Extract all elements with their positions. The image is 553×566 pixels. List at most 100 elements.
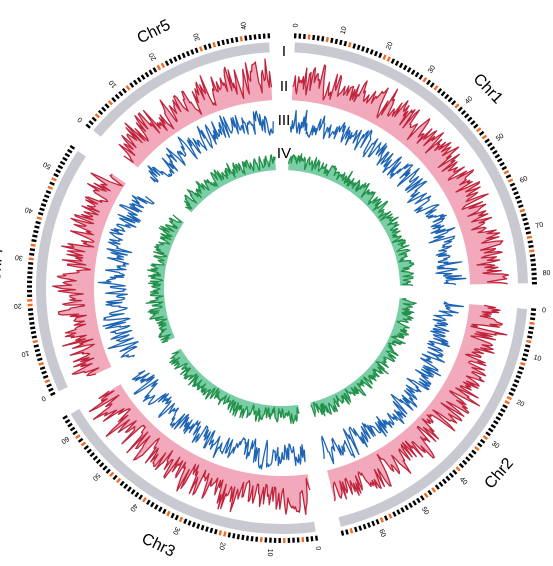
chr-label-chr5: Chr5 [135, 17, 174, 48]
tick-mark [528, 244, 534, 249]
tick-mark [29, 248, 36, 252]
tick-mark [522, 353, 529, 357]
tick-mark [511, 186, 518, 192]
tick-mark [434, 484, 440, 490]
tick-mark [38, 361, 44, 366]
tick-mark [140, 74, 146, 80]
tick-mark [239, 36, 243, 42]
tick-mark [530, 312, 536, 316]
tick-mark [353, 526, 358, 533]
chr-label-chr2: Chr2 [481, 455, 517, 492]
tick-mark [392, 511, 397, 517]
tick-mark [64, 152, 71, 158]
tick-mark [47, 185, 54, 190]
tick-mark [59, 160, 66, 166]
tick-mark [194, 47, 199, 54]
tick-mark [83, 445, 89, 451]
tick-mark [130, 489, 136, 495]
tick-mark [365, 47, 370, 54]
tick-mark [253, 34, 257, 40]
tick-mark [484, 138, 490, 144]
tick-mark [212, 42, 217, 48]
tick-mark [42, 374, 49, 379]
tick-mark [205, 526, 209, 532]
tick-label-chr1-10: 10 [340, 26, 349, 35]
tick-mark [51, 177, 57, 182]
tick-label-chr5-30: 30 [193, 32, 202, 42]
tick-mark [107, 100, 113, 106]
tick-mark [520, 361, 526, 366]
tick-mark [471, 449, 477, 455]
tick-mark [321, 36, 325, 42]
tick-mark [123, 483, 129, 490]
tick-ring-chr4 [26, 144, 76, 397]
tick-mark [203, 44, 208, 51]
track-iv-chr1-line [287, 153, 415, 287]
tick-label-chr3-60: 60 [60, 435, 70, 445]
tick-label-chr2-20: 20 [515, 399, 525, 409]
tick-mark [339, 39, 343, 46]
tick-mark [419, 495, 425, 501]
tick-mark [29, 252, 35, 256]
tick-mark [207, 43, 212, 49]
tick-mark [467, 116, 473, 122]
tick-mark [62, 415, 68, 420]
tick-mark [516, 199, 523, 204]
tick-mark [111, 96, 117, 103]
track-iv-chr1-area [288, 153, 414, 286]
track-iii-chr5-line [147, 110, 274, 183]
tick-mark [75, 434, 81, 440]
tick-mark [31, 239, 37, 243]
tick-mark [230, 37, 234, 44]
tick-mark [44, 379, 51, 384]
tick-mark [452, 469, 458, 475]
tick-mark [36, 216, 43, 221]
tick-mark [33, 229, 39, 234]
tick-mark [479, 438, 486, 444]
tick-mark [37, 211, 44, 216]
tick-mark [40, 203, 47, 207]
tick-mark [92, 455, 98, 461]
tick-mark [330, 37, 334, 44]
tick-mark [514, 195, 521, 200]
tick-mark [490, 423, 497, 429]
tick-mark [499, 161, 505, 167]
tick-mark [223, 531, 227, 537]
tick-mark [506, 395, 512, 401]
tick-mark [441, 478, 447, 484]
tick-mark [69, 426, 76, 432]
tick-label-chr1-60: 60 [519, 175, 529, 185]
tick-mark [178, 516, 184, 523]
tick-mark [513, 379, 520, 384]
tick-mark [181, 52, 186, 59]
tick-mark [388, 513, 393, 519]
tick-mark [35, 353, 42, 357]
tick-mark [41, 370, 47, 375]
tick-mark [69, 144, 76, 150]
tick-mark [29, 321, 35, 325]
tick-mark [67, 148, 73, 154]
tick-mark [408, 502, 413, 509]
tick-mark [362, 523, 367, 530]
tick-mark [31, 335, 37, 339]
tick-label-chr1-70: 70 [535, 221, 544, 230]
tick-label-chr2-0: 0 [542, 307, 547, 314]
tick-mark [46, 383, 52, 388]
track-iv [145, 153, 417, 425]
tick-mark [378, 52, 383, 59]
tick-mark [250, 536, 254, 542]
tick-mark [187, 520, 192, 526]
tick-mark [34, 348, 41, 353]
tick-mark [358, 525, 363, 531]
tick-mark [447, 96, 453, 103]
track-ii-chr3-area [89, 384, 310, 515]
karyotype-band-chr3 [70, 408, 316, 534]
track-iii-chr3-line [131, 370, 306, 470]
tick-label-chr1-30: 30 [427, 64, 437, 74]
tick-mark [406, 67, 412, 73]
tick-mark [118, 90, 124, 97]
tick-mark [460, 109, 467, 116]
tick-mark [347, 42, 352, 48]
tick-mark [95, 458, 102, 465]
